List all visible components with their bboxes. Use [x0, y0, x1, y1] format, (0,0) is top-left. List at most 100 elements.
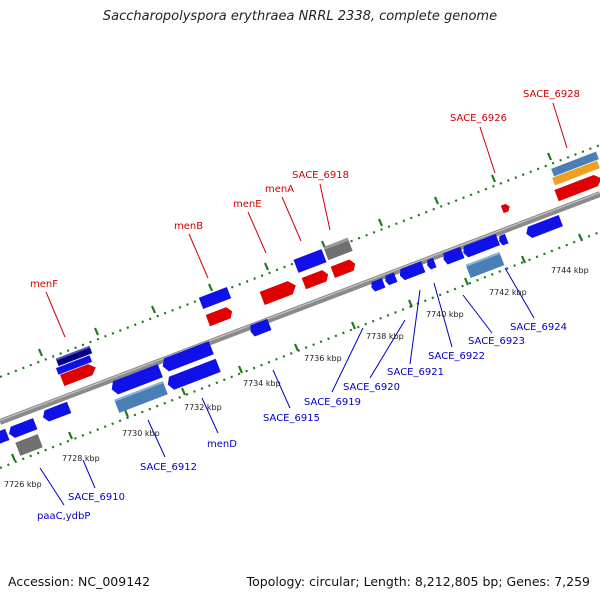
gene-feature[interactable]: [551, 151, 599, 177]
gene-label[interactable]: SACE_6920: [343, 382, 400, 393]
tick-mark: [263, 262, 270, 271]
gene-label[interactable]: SACE_6922: [428, 351, 485, 362]
tick-mark: [123, 409, 130, 418]
leader-line: [188, 233, 209, 279]
gene-feature[interactable]: [552, 160, 600, 186]
tick-mark: [490, 174, 497, 183]
gene-feature[interactable]: [500, 203, 511, 214]
leader-line: [82, 459, 96, 489]
leader-line: [39, 467, 65, 506]
leader-line: [433, 282, 453, 348]
gene-label[interactable]: menF: [30, 279, 58, 290]
gene-label[interactable]: SACE_6928: [523, 89, 580, 100]
gene-feature[interactable]: [60, 362, 98, 387]
gene-feature[interactable]: [259, 279, 299, 305]
leader-line: [272, 369, 291, 409]
gene-labels-bottom: paaC,ydbP SACE_6910 SACE_6912 menD SACE_…: [37, 322, 567, 522]
gene-feature[interactable]: [370, 278, 386, 292]
gene-feature[interactable]: [524, 214, 563, 239]
kbp-label: 7740 kbp: [426, 310, 464, 319]
gene-feature[interactable]: [384, 272, 398, 286]
gene-label[interactable]: paaC,ydbP: [37, 511, 90, 522]
gene-label[interactable]: SACE_6915: [263, 413, 320, 424]
leader-line: [369, 319, 406, 379]
major-ticks: [10, 152, 584, 462]
inner-track-guide: [0, 230, 600, 470]
gene-label[interactable]: SACE_6926: [450, 113, 507, 124]
gene-features: [0, 151, 600, 456]
gene-feature[interactable]: [465, 252, 505, 278]
leader-line: [201, 397, 219, 434]
gene-label[interactable]: menA: [265, 184, 294, 195]
map-title: Saccharopolyspora erythraea NRRL 2338, c…: [102, 9, 498, 24]
tick-mark: [10, 453, 17, 462]
tick-mark: [293, 343, 300, 352]
gene-feature[interactable]: [160, 341, 214, 373]
tick-mark: [350, 321, 357, 330]
gene-label[interactable]: SACE_6921: [387, 367, 444, 378]
gene-feature[interactable]: [425, 257, 437, 270]
tick-mark: [37, 348, 44, 357]
leader-line: [247, 211, 267, 254]
genome-backbone-highlight: [0, 191, 600, 422]
gene-feature[interactable]: [15, 434, 43, 456]
gene-feature[interactable]: [41, 401, 72, 423]
gene-label[interactable]: SACE_6910: [68, 492, 125, 503]
gene-feature[interactable]: [301, 269, 331, 290]
tick-mark: [237, 365, 244, 374]
kbp-label: 7730 kbp: [122, 429, 160, 438]
gene-label[interactable]: menD: [207, 439, 237, 450]
gene-feature[interactable]: [55, 345, 93, 367]
accession-text: Accession: NC_009142: [8, 574, 151, 589]
gene-label[interactable]: SACE_6912: [140, 462, 197, 473]
gene-feature[interactable]: [114, 381, 168, 413]
leader-line: [462, 294, 493, 334]
leader-line: [409, 289, 421, 365]
leader-line: [147, 419, 166, 458]
gene-feature[interactable]: [497, 233, 509, 246]
gene-label[interactable]: menB: [174, 221, 203, 232]
gene-label[interactable]: SACE_6918: [292, 170, 349, 181]
gene-feature[interactable]: [330, 258, 358, 278]
gene-label[interactable]: SACE_6919: [304, 397, 361, 408]
gene-label[interactable]: menE: [233, 199, 262, 210]
gene-feature[interactable]: [109, 364, 163, 396]
gene-label[interactable]: SACE_6924: [510, 322, 567, 333]
leader-lines: [39, 102, 568, 506]
kbp-label: 7728 kbp: [62, 454, 100, 463]
tick-mark: [180, 387, 187, 396]
tick-mark: [546, 152, 553, 161]
gene-feature[interactable]: [0, 428, 10, 448]
leader-line: [552, 102, 568, 149]
tick-mark: [150, 305, 157, 314]
gene-feature[interactable]: [198, 287, 232, 309]
kbp-label: 7732 kbp: [184, 403, 222, 412]
kbp-label: 7734 kbp: [243, 379, 281, 388]
gene-feature[interactable]: [55, 355, 93, 375]
kbp-label: 7726 kbp: [4, 480, 42, 489]
leader-line: [504, 267, 535, 319]
kbp-scale-labels: 7726 kbp 7728 kbp 7730 kbp 7732 kbp 7734…: [4, 266, 589, 489]
genome-summary-text: Topology: circular; Length: 8,212,805 bp…: [246, 574, 590, 589]
tick-mark: [520, 255, 527, 264]
leader-line: [281, 196, 302, 242]
gene-feature[interactable]: [165, 358, 221, 391]
gene-feature[interactable]: [7, 418, 38, 439]
gene-feature[interactable]: [442, 246, 465, 265]
tick-mark: [463, 277, 470, 286]
kbp-label: 7742 kbp: [489, 288, 527, 297]
kbp-label: 7738 kbp: [366, 332, 404, 341]
gene-feature[interactable]: [554, 173, 600, 202]
gene-feature[interactable]: [398, 261, 426, 281]
gene-labels-top: menF menB menE menA SACE_6918 SACE_6926 …: [30, 89, 580, 290]
leader-line: [479, 126, 496, 174]
genome-backbone: [0, 191, 600, 425]
tick-mark: [93, 327, 100, 336]
gene-label[interactable]: SACE_6923: [468, 336, 525, 347]
gene-feature[interactable]: [461, 233, 500, 258]
leader-line: [319, 183, 331, 231]
gene-feature[interactable]: [205, 306, 235, 327]
gene-feature[interactable]: [249, 318, 272, 337]
gene-feature[interactable]: [323, 237, 353, 261]
gene-feature[interactable]: [293, 249, 327, 273]
